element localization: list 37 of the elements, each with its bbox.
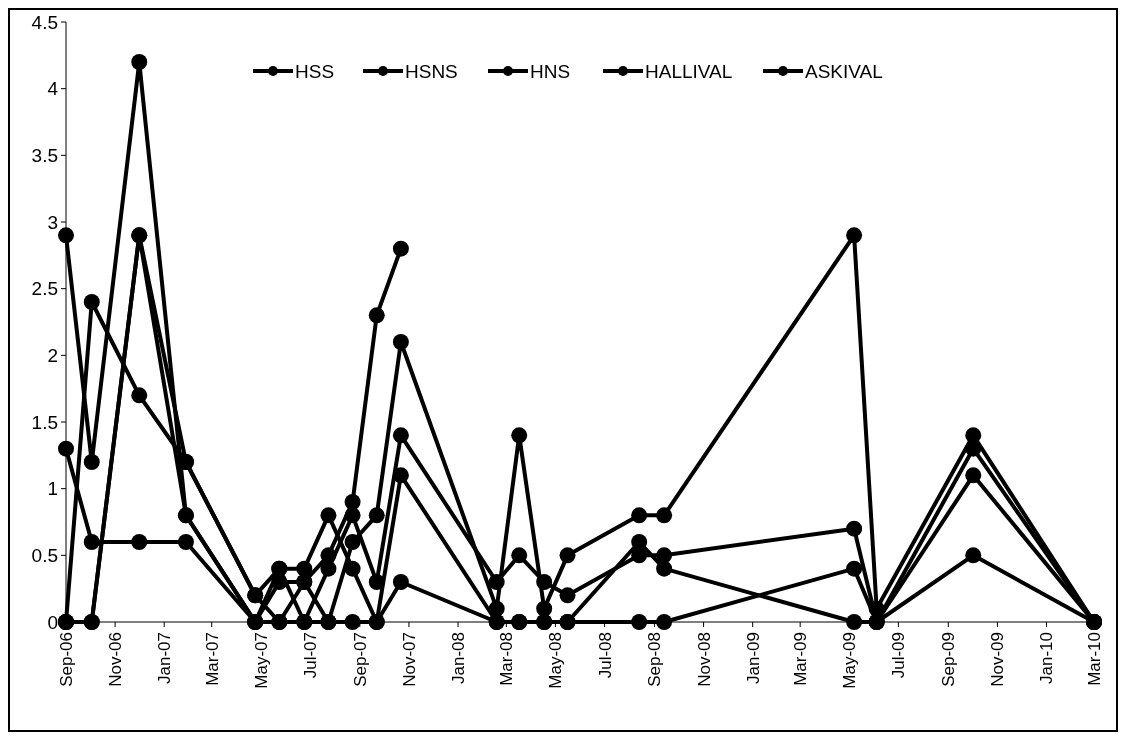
- x-tick-label: May-07: [251, 632, 271, 689]
- x-tick-label: Mar-09: [791, 632, 811, 686]
- x-tick-label: Jul-08: [595, 632, 615, 679]
- x-tick-label: Mar-07: [202, 632, 222, 686]
- x-tick-label: Jul-09: [889, 632, 909, 679]
- x-tick-label: Mar-08: [497, 632, 517, 686]
- x-tick-label: Nov-07: [399, 632, 419, 687]
- x-tick-label: Jul-07: [300, 632, 320, 679]
- y-tick-label: 3: [47, 211, 58, 233]
- y-tick-label: 3.5: [31, 144, 58, 166]
- y-tick-label: 1: [47, 478, 58, 500]
- y-tick-label: 1.5: [31, 411, 58, 433]
- x-tick-label: Mar-10: [1084, 632, 1104, 686]
- x-tick-label: Sep-08: [645, 632, 665, 687]
- x-tick-label: Nov-09: [988, 632, 1008, 687]
- x-tick-label: Sep-09: [939, 632, 959, 687]
- x-tick-label: Jan-07: [155, 632, 175, 684]
- x-tick-label: Sep-06: [56, 632, 76, 687]
- legend-label: HSS: [295, 60, 335, 82]
- y-tick-label: 2: [47, 344, 58, 366]
- x-tick-label: Jan-10: [1037, 632, 1057, 684]
- legend-label: HSNS: [405, 60, 458, 82]
- legend-label: ASKIVAL: [805, 60, 883, 82]
- legend-label: HNS: [530, 60, 571, 82]
- x-tick-label: Nov-06: [106, 632, 126, 687]
- x-tick-label: Nov-08: [694, 632, 714, 687]
- y-tick-label: 4.5: [31, 11, 58, 33]
- x-tick-label: Jan-09: [743, 632, 763, 684]
- legend-label: HALLIVAL: [645, 60, 733, 82]
- y-tick-label: 0.5: [31, 544, 58, 566]
- y-tick-label: 4: [47, 78, 59, 100]
- x-tick-label: May-08: [546, 632, 566, 689]
- x-tick-label: May-09: [840, 632, 860, 689]
- y-tick-label: 2.5: [31, 278, 58, 300]
- x-tick-label: Jan-08: [448, 632, 468, 684]
- x-tick-label: Sep-07: [350, 632, 370, 687]
- y-tick-label: 0: [47, 611, 58, 633]
